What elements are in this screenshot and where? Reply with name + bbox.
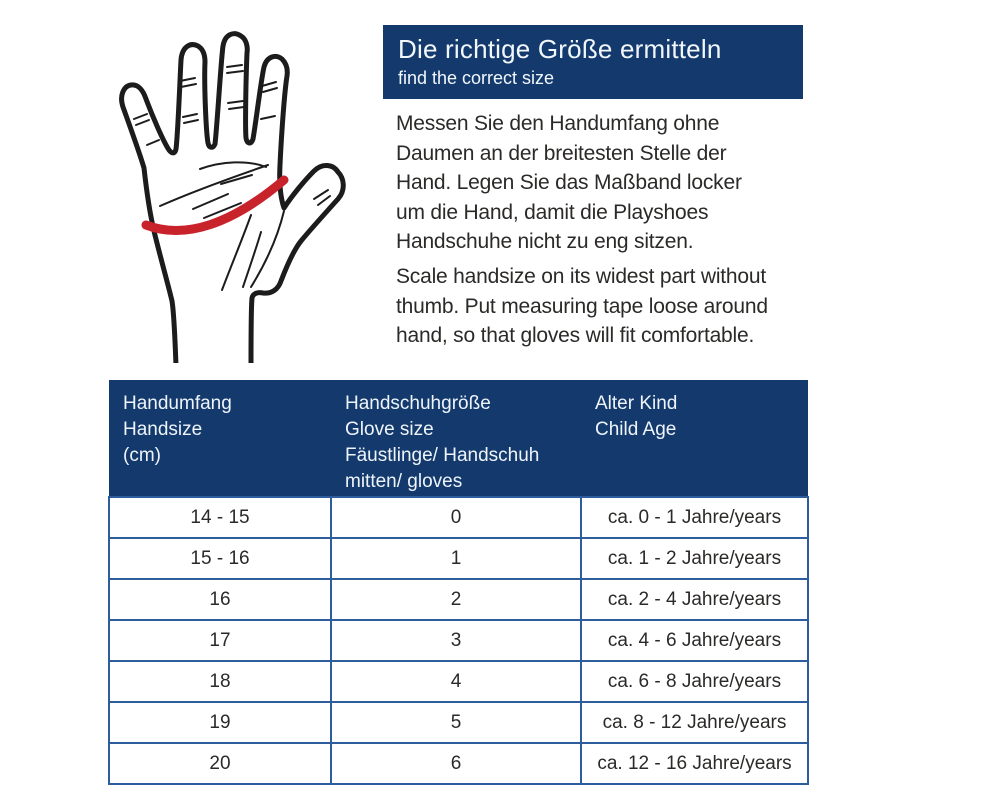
palm-lines bbox=[159, 161, 285, 291]
hand-outline bbox=[119, 31, 346, 363]
instructions-english-line: hand, so that gloves will fit comfortabl… bbox=[396, 324, 755, 347]
instructions-german-line: Daumen an der breitesten Stelle der bbox=[396, 141, 727, 165]
cell-glove-size: 0 bbox=[330, 496, 582, 539]
instructions-german-line: Hand. Legen Sie das Maßband locker bbox=[396, 171, 742, 194]
header-line: Handschuhgröße bbox=[345, 393, 491, 414]
size-table-header-row: Handumfang Handsize (cm) Handschuhgröße … bbox=[109, 380, 808, 497]
table-row: 17 3 ca. 4 - 6 Jahre/years bbox=[108, 619, 809, 662]
finger-creases bbox=[133, 64, 331, 206]
cell-handsize: 18 bbox=[108, 660, 332, 703]
cell-handsize: 16 bbox=[108, 578, 332, 621]
size-table: Handumfang Handsize (cm) Handschuhgröße … bbox=[108, 380, 809, 785]
col-header-handsize: Handumfang Handsize (cm) bbox=[109, 380, 331, 497]
table-row: 18 4 ca. 6 - 8 Jahre/years bbox=[108, 660, 809, 703]
cell-child-age: ca. 8 - 12 Jahre/years bbox=[580, 701, 809, 744]
instructions-english-line: thumb. Put measuring tape loose around bbox=[396, 294, 768, 318]
table-row: 14 - 15 0 ca. 0 - 1 Jahre/years bbox=[108, 496, 809, 539]
cell-child-age: ca. 4 - 6 Jahre/years bbox=[580, 619, 809, 662]
instructions-german-line: Messen Sie den Handumfang ohne bbox=[396, 112, 720, 135]
instructions-english: Scale handsize on its widest part withou… bbox=[396, 262, 808, 351]
cell-glove-size: 3 bbox=[330, 619, 582, 662]
header-line: Fäustlinge/ Handschuh bbox=[345, 445, 540, 466]
instructions-german-line: um die Hand, damit die Playshoes bbox=[396, 200, 709, 224]
col-header-child-age: Alter Kind Child Age bbox=[581, 380, 808, 497]
measuring-band bbox=[141, 175, 289, 235]
hand-measurement-illustration bbox=[119, 31, 346, 363]
cell-glove-size: 5 bbox=[330, 701, 582, 744]
header-line: (cm) bbox=[123, 445, 161, 466]
table-row: 19 5 ca. 8 - 12 Jahre/years bbox=[108, 701, 809, 744]
header-line: Handumfang bbox=[123, 393, 232, 414]
cell-handsize: 19 bbox=[108, 701, 332, 744]
title-banner: Die richtige Größe ermitteln find the co… bbox=[383, 25, 803, 99]
cell-glove-size: 1 bbox=[330, 537, 582, 580]
cell-handsize: 14 - 15 bbox=[108, 496, 332, 539]
table-row: 15 - 16 1 ca. 1 - 2 Jahre/years bbox=[108, 537, 809, 580]
cell-handsize: 17 bbox=[108, 619, 332, 662]
instructions-german-line: Handschuhe nicht zu eng sitzen. bbox=[396, 230, 694, 253]
table-row: 16 2 ca. 2 - 4 Jahre/years bbox=[108, 578, 809, 621]
header-line: Child Age bbox=[595, 419, 677, 440]
cell-child-age: ca. 12 - 16 Jahre/years bbox=[580, 742, 809, 785]
title-english: find the correct size bbox=[398, 68, 555, 88]
instructions-english-line: Scale handsize on its widest part withou… bbox=[396, 265, 767, 288]
cell-child-age: ca. 6 - 8 Jahre/years bbox=[580, 660, 809, 703]
cell-handsize: 15 - 16 bbox=[108, 537, 332, 580]
cell-glove-size: 4 bbox=[330, 660, 582, 703]
col-header-glove-size: Handschuhgröße Glove size Fäustlinge/ Ha… bbox=[331, 380, 581, 497]
header-line: Alter Kind bbox=[595, 393, 678, 414]
instructions-german: Messen Sie den Handumfang ohne Daumen an… bbox=[396, 109, 808, 257]
cell-child-age: ca. 2 - 4 Jahre/years bbox=[580, 578, 809, 621]
cell-child-age: ca. 0 - 1 Jahre/years bbox=[580, 496, 809, 539]
title-german: Die richtige Größe ermitteln bbox=[398, 34, 722, 64]
cell-glove-size: 2 bbox=[330, 578, 582, 621]
header-line: Glove size bbox=[345, 419, 434, 440]
cell-child-age: ca. 1 - 2 Jahre/years bbox=[580, 537, 809, 580]
cell-glove-size: 6 bbox=[330, 742, 582, 785]
cell-handsize: 20 bbox=[108, 742, 332, 785]
header-line: mitten/ gloves bbox=[345, 471, 463, 492]
header-line: Handsize bbox=[123, 419, 203, 440]
table-row: 20 6 ca. 12 - 16 Jahre/years bbox=[108, 742, 809, 785]
